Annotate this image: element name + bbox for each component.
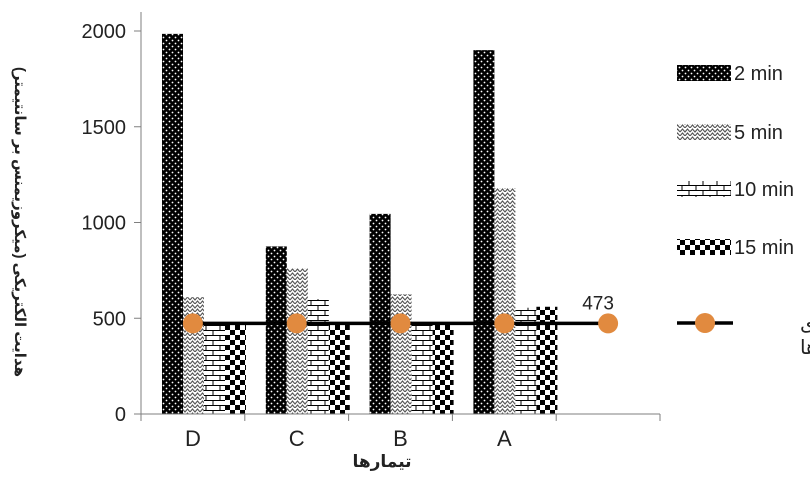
legend-swatch xyxy=(677,181,731,197)
legend-line-marker xyxy=(695,313,715,333)
bar xyxy=(328,323,350,414)
line-point xyxy=(390,313,411,334)
y-tick-label: 0 xyxy=(115,404,126,426)
x-category-label: D xyxy=(185,426,201,451)
y-axis-ticks: 0 500 1000 1500 2000 xyxy=(82,21,141,426)
line-point xyxy=(494,313,515,334)
x-category-label: C xyxy=(289,426,305,451)
y-tick-label: 1500 xyxy=(82,117,127,139)
x-category-label: A xyxy=(497,426,512,451)
input-line-series: 473 xyxy=(182,293,619,334)
bar xyxy=(536,306,558,414)
data-label: 473 xyxy=(582,293,614,314)
bar xyxy=(432,323,454,414)
y-axis-title: هدایت الکتریکی (میکروزیمنس بر سانتیمتر) xyxy=(11,67,28,377)
bar xyxy=(286,268,308,414)
bar xyxy=(473,50,495,415)
axes xyxy=(140,12,661,421)
x-axis-title: تیمارها xyxy=(352,452,411,471)
x-category-label: B xyxy=(393,426,408,451)
legend-swatch xyxy=(677,124,731,140)
line-point xyxy=(286,313,307,334)
bar xyxy=(515,307,537,414)
legend-swatch xyxy=(677,65,731,81)
legend-label: ورودی xyxy=(800,313,810,335)
y-tick-label: 500 xyxy=(93,308,126,330)
bar xyxy=(307,299,329,414)
bar xyxy=(494,188,516,414)
legend-label: 15 min xyxy=(734,237,794,259)
bar xyxy=(162,33,183,415)
line-point xyxy=(182,313,203,334)
legend: 2 min 5 min 10 min 15 min ورودی تیمارها xyxy=(677,63,810,359)
bar xyxy=(390,294,412,414)
y-tick-label: 1000 xyxy=(82,213,127,235)
y-tick-label: 2000 xyxy=(82,21,127,43)
bar xyxy=(225,323,246,414)
bar xyxy=(204,323,225,414)
legend-label: 2 min xyxy=(734,63,783,85)
legend-label: 10 min xyxy=(734,179,794,201)
line-point xyxy=(598,313,619,334)
legend-label: 5 min xyxy=(734,122,783,144)
bar xyxy=(411,322,433,414)
bars xyxy=(162,33,558,415)
legend-swatch xyxy=(677,239,731,255)
legend-label: تیمارها xyxy=(800,337,810,359)
bar xyxy=(369,213,391,414)
